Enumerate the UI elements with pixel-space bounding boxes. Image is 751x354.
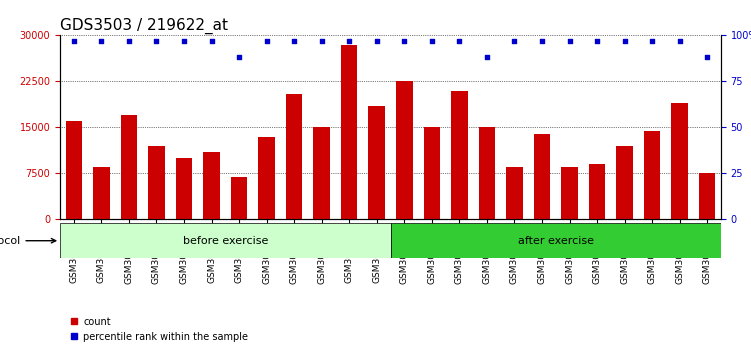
- Point: [481, 55, 493, 60]
- Bar: [369, 106, 385, 219]
- Bar: [204, 152, 220, 219]
- Point: [674, 38, 686, 44]
- Bar: [93, 167, 110, 219]
- Bar: [148, 146, 164, 219]
- Point: [178, 38, 190, 44]
- Bar: [699, 173, 716, 219]
- Point: [398, 38, 410, 44]
- Bar: [451, 91, 468, 219]
- Point: [508, 38, 520, 44]
- Bar: [176, 158, 192, 219]
- Bar: [313, 127, 330, 219]
- Bar: [506, 167, 523, 219]
- Text: after exercise: after exercise: [517, 236, 594, 246]
- Point: [123, 38, 135, 44]
- Text: GDS3503 / 219622_at: GDS3503 / 219622_at: [60, 18, 228, 34]
- Point: [591, 38, 603, 44]
- Point: [261, 38, 273, 44]
- Text: protocol: protocol: [0, 236, 56, 246]
- Point: [426, 38, 438, 44]
- Bar: [671, 103, 688, 219]
- Bar: [65, 121, 82, 219]
- Bar: [396, 81, 412, 219]
- Bar: [341, 45, 357, 219]
- Bar: [424, 127, 440, 219]
- Bar: [478, 127, 495, 219]
- Bar: [561, 167, 578, 219]
- Point: [701, 55, 713, 60]
- Point: [343, 38, 355, 44]
- Point: [95, 38, 107, 44]
- Point: [288, 38, 300, 44]
- Bar: [286, 94, 303, 219]
- Bar: [231, 177, 247, 219]
- Point: [68, 38, 80, 44]
- Bar: [589, 164, 605, 219]
- Point: [233, 55, 245, 60]
- Legend: count, percentile rank within the sample: count, percentile rank within the sample: [65, 313, 252, 346]
- Bar: [121, 115, 137, 219]
- Point: [619, 38, 631, 44]
- Bar: [617, 146, 633, 219]
- Point: [536, 38, 548, 44]
- Point: [646, 38, 658, 44]
- Point: [206, 38, 218, 44]
- Point: [150, 38, 162, 44]
- Point: [454, 38, 466, 44]
- FancyBboxPatch shape: [391, 223, 721, 258]
- FancyBboxPatch shape: [60, 223, 391, 258]
- Text: before exercise: before exercise: [182, 236, 268, 246]
- Bar: [258, 137, 275, 219]
- Bar: [644, 131, 660, 219]
- Point: [563, 38, 575, 44]
- Point: [315, 38, 327, 44]
- Point: [371, 38, 383, 44]
- Bar: [534, 133, 550, 219]
